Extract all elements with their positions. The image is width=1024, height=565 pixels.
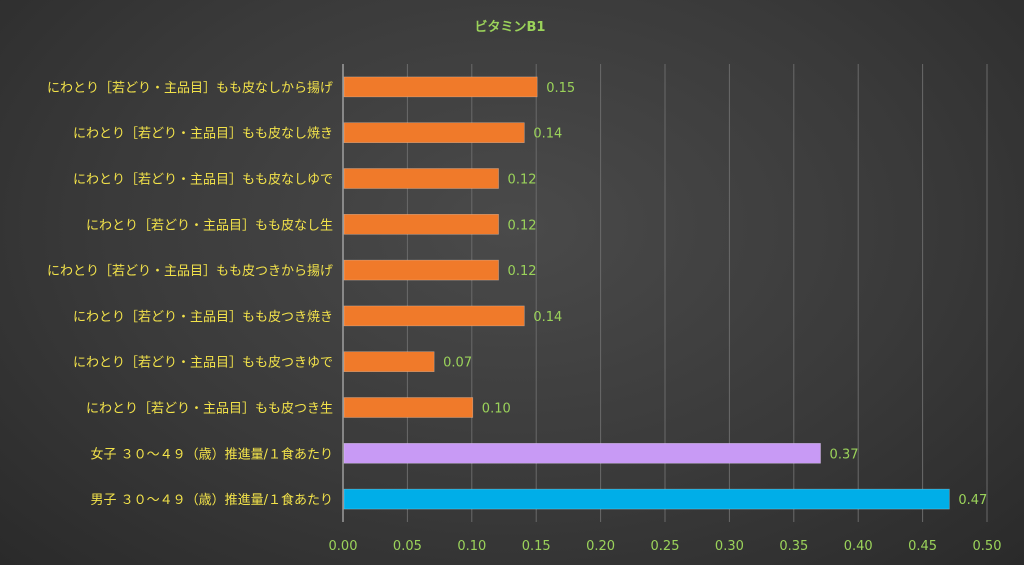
data-label: 0.15 [546, 81, 575, 96]
data-label: 0.10 [482, 402, 511, 417]
bar [343, 259, 499, 281]
category-label: にわとり［若どり・主品目］もも皮なし焼き [73, 126, 333, 142]
category-label: にわとり［若どり・主品目］もも皮つきから揚げ [47, 263, 333, 279]
bar [343, 305, 525, 327]
category-label: にわとり［若どり・主品目］もも皮つきゆで [73, 355, 333, 371]
value-labels: 0.15 0.14 0.12 0.12 0.12 0.14 0.07 0.10 0.37 0.47 [443, 81, 987, 508]
data-label: 0.14 [533, 310, 562, 325]
category-label: にわとり［若どり・主品目］もも皮なし生 [86, 217, 333, 233]
x-tick-label: 0.00 [329, 539, 358, 554]
data-label: 0.12 [508, 264, 537, 279]
data-label: 0.37 [830, 447, 859, 462]
x-tick-label: 0.45 [908, 539, 937, 554]
x-tick-label: 0.05 [393, 539, 422, 554]
x-tick-label: 0.30 [715, 539, 744, 554]
data-label: 0.07 [443, 356, 472, 371]
x-tick-label: 0.50 [973, 539, 1002, 554]
chart-title: ビタミンB1 [475, 19, 546, 35]
x-tick-label: 0.10 [457, 539, 486, 554]
data-label: 0.14 [533, 127, 562, 142]
data-label: 0.12 [508, 218, 537, 233]
category-label: 女子 ３０～４９（歳）推進量/１食あたり [90, 446, 333, 462]
category-label: にわとり［若どり・主品目］もも皮なしから揚げ [47, 80, 333, 96]
bar [343, 214, 499, 235]
category-label: にわとり［若どり・主品目］もも皮なしゆで [73, 172, 333, 188]
category-label: にわとり［若どり・主品目］もも皮つき焼き [73, 309, 333, 325]
data-label: 0.47 [958, 493, 987, 508]
bar [343, 351, 435, 373]
x-tick-label: 0.25 [651, 539, 680, 554]
x-tick-label: 0.40 [844, 539, 873, 554]
category-label: にわとり［若どり・主品目］もも皮つき生 [86, 401, 333, 417]
bar [343, 168, 499, 189]
bars [343, 76, 950, 510]
data-label: 0.12 [508, 173, 537, 188]
bar [343, 122, 525, 143]
x-axis-ticks: 0.00 0.05 0.10 0.15 0.20 0.25 0.30 0.35 0.40 0.45… [329, 539, 1002, 554]
bar [343, 76, 538, 98]
category-labels: にわとり［若どり・主品目］もも皮なしから揚げにわとり［若どり・主品目］もも皮なし… [47, 80, 333, 508]
bar [343, 488, 950, 510]
x-tick-label: 0.35 [779, 539, 808, 554]
x-tick-label: 0.20 [586, 539, 615, 554]
bar [343, 442, 821, 464]
category-label: 男子 ３０～４９（歳）推進量/１食あたり [90, 492, 333, 508]
bar [343, 397, 474, 418]
x-tick-label: 0.15 [522, 539, 551, 554]
